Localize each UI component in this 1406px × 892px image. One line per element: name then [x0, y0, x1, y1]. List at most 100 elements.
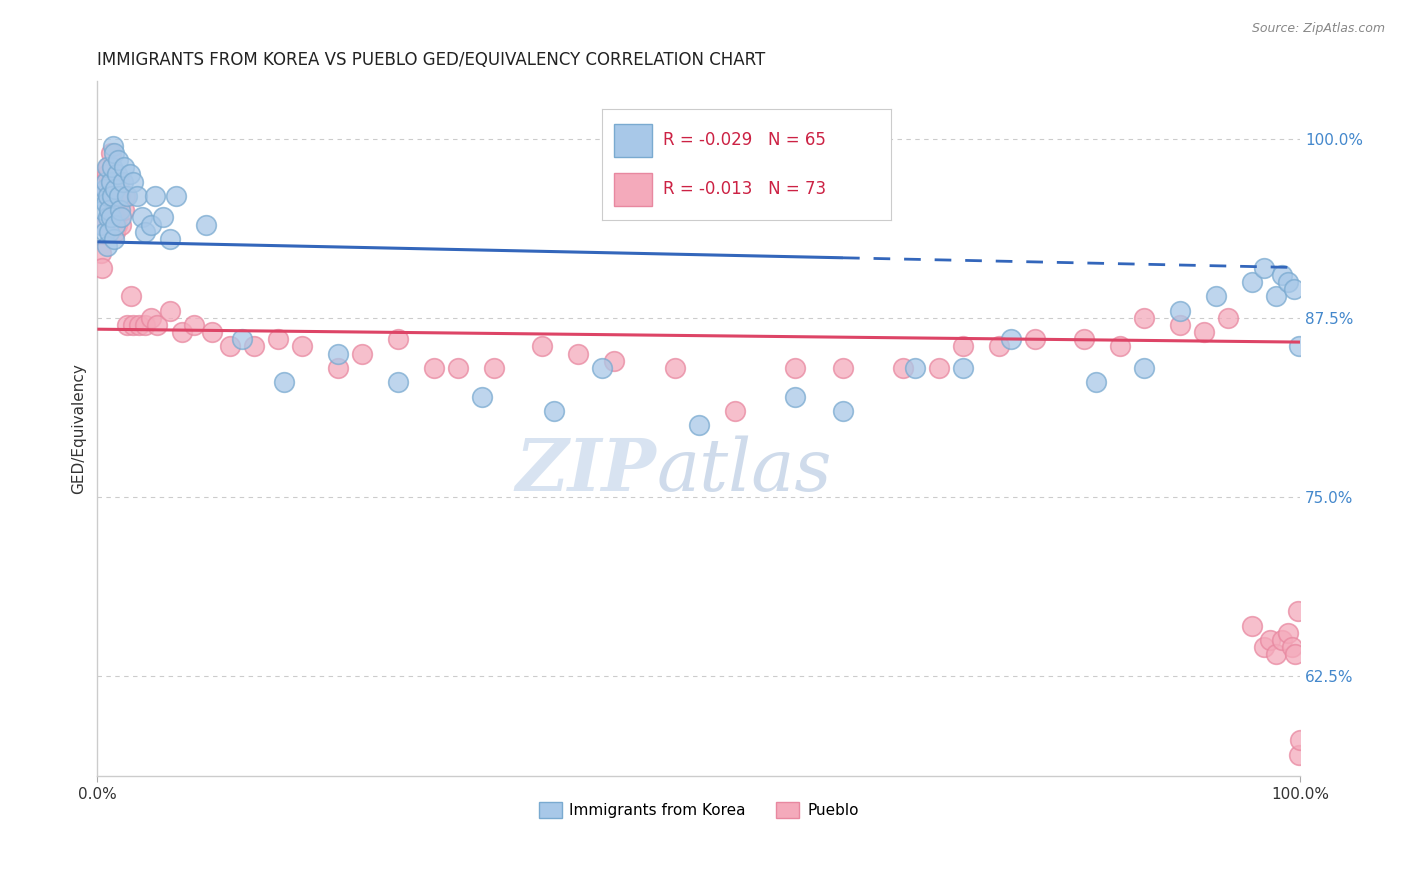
Point: [93, 175, 115, 189]
Point: [952, 360, 974, 375]
Point: [194, 218, 217, 232]
Point: [90, 246, 112, 260]
Point: [93, 182, 115, 196]
Point: [159, 303, 181, 318]
Point: [105, 218, 128, 232]
Point: [107, 153, 129, 168]
Point: [832, 360, 855, 375]
Point: [783, 390, 806, 404]
Point: [1265, 289, 1288, 303]
Point: [1286, 604, 1309, 618]
Point: [1253, 640, 1275, 655]
Point: [100, 175, 122, 189]
Point: [1258, 633, 1281, 648]
Point: [101, 138, 124, 153]
Point: [170, 325, 193, 339]
Point: [96, 161, 118, 175]
Point: [724, 404, 747, 418]
Point: [1168, 318, 1191, 332]
Point: [1265, 648, 1288, 662]
Point: [904, 360, 927, 375]
Point: [108, 175, 131, 189]
Point: [218, 339, 240, 353]
Point: [1205, 289, 1227, 303]
Point: [103, 232, 125, 246]
Point: [98, 203, 121, 218]
Point: [1073, 332, 1095, 346]
Point: [1281, 640, 1303, 655]
Point: [832, 404, 855, 418]
Point: [891, 360, 914, 375]
Point: [183, 318, 205, 332]
Point: [90, 218, 112, 232]
Point: [1024, 332, 1046, 346]
Point: [108, 203, 131, 218]
Point: [117, 189, 139, 203]
Point: [100, 146, 122, 161]
Point: [98, 196, 121, 211]
Point: [101, 161, 124, 175]
Point: [291, 339, 314, 353]
Point: [120, 289, 142, 303]
Point: [103, 146, 125, 161]
Point: [1289, 733, 1312, 747]
Point: [97, 189, 120, 203]
Point: [98, 225, 121, 239]
Text: IMMIGRANTS FROM KOREA VS PUEBLO GED/EQUIVALENCY CORRELATION CHART: IMMIGRANTS FROM KOREA VS PUEBLO GED/EQUI…: [97, 51, 766, 69]
Point: [110, 211, 132, 225]
Point: [112, 203, 135, 218]
Point: [134, 225, 156, 239]
Point: [104, 211, 127, 225]
Point: [165, 189, 187, 203]
Point: [101, 189, 124, 203]
Point: [350, 346, 373, 360]
Point: [1282, 282, 1305, 296]
Point: [117, 318, 139, 332]
Point: [988, 339, 1011, 353]
Point: [447, 360, 470, 375]
Point: [1132, 310, 1154, 325]
Point: [94, 175, 117, 189]
Point: [1277, 275, 1299, 289]
Point: [1216, 310, 1239, 325]
Point: [128, 318, 150, 332]
Point: [664, 360, 686, 375]
Point: [110, 218, 132, 232]
Point: [152, 211, 174, 225]
Point: [97, 161, 120, 175]
Point: [1240, 275, 1263, 289]
Point: [1192, 325, 1215, 339]
Point: [122, 318, 145, 332]
Point: [141, 218, 163, 232]
Point: [93, 218, 115, 232]
Point: [326, 346, 349, 360]
Point: [141, 310, 163, 325]
Point: [326, 360, 349, 375]
Point: [1271, 268, 1294, 282]
Point: [1253, 260, 1275, 275]
Point: [543, 404, 565, 418]
Point: [1277, 626, 1299, 640]
Point: [125, 189, 148, 203]
Point: [531, 339, 554, 353]
Point: [688, 418, 710, 433]
Point: [100, 182, 122, 196]
Point: [1168, 303, 1191, 318]
Point: [146, 318, 169, 332]
Point: [1108, 339, 1130, 353]
Point: [96, 168, 118, 182]
Point: [231, 332, 253, 346]
Point: [159, 232, 181, 246]
Point: [387, 332, 409, 346]
Point: [122, 175, 145, 189]
Point: [108, 189, 131, 203]
Point: [484, 360, 506, 375]
Point: [97, 211, 120, 225]
Point: [143, 189, 166, 203]
Point: [267, 332, 290, 346]
Point: [94, 196, 117, 211]
Point: [423, 360, 446, 375]
Point: [104, 225, 127, 239]
Point: [242, 339, 264, 353]
Point: [111, 175, 134, 189]
